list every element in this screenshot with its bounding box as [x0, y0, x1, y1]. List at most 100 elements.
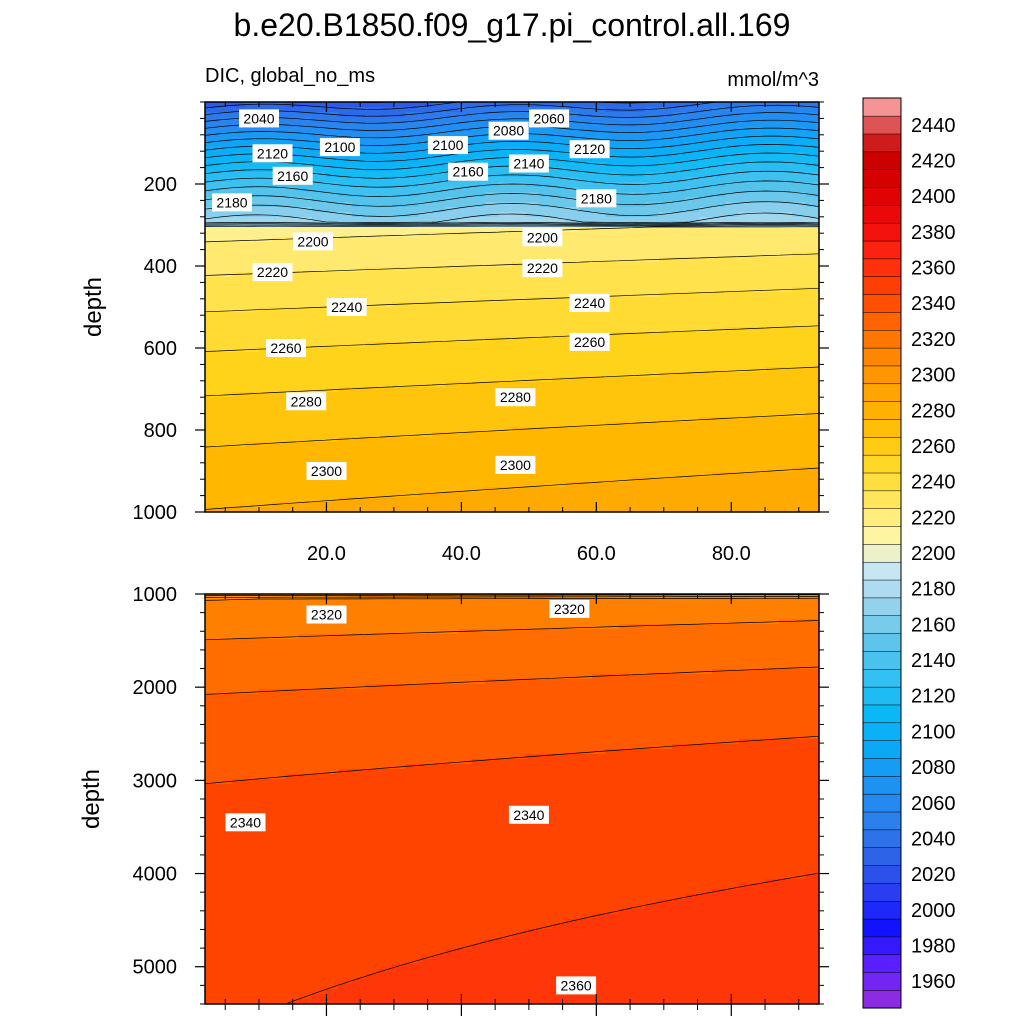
fill-cell [765, 267, 780, 273]
fill-cell [418, 674, 433, 680]
fill-cell [792, 152, 807, 158]
fill-cell [431, 639, 446, 645]
fill-cell [405, 207, 420, 213]
fill-cell [525, 699, 540, 705]
fill-cell [431, 127, 446, 133]
fill-cell [231, 507, 246, 512]
fill-cell [365, 247, 380, 253]
fill-cell [351, 427, 366, 433]
fill-cell [805, 372, 819, 378]
fill-cell [378, 507, 393, 512]
fill-cell [552, 172, 566, 178]
fill-cell [231, 372, 246, 378]
fill-cell [378, 482, 393, 488]
fill-cell [338, 257, 353, 263]
fill-cell [298, 377, 313, 383]
fill-cell [258, 649, 273, 655]
fill-cell [658, 297, 673, 303]
fill-cell [405, 674, 420, 680]
fill-cell [391, 417, 406, 423]
fill-cell [458, 352, 473, 358]
fill-cell [405, 262, 420, 268]
fill-cell [565, 432, 580, 438]
fill-cell [698, 342, 713, 348]
fill-cell [792, 422, 807, 428]
fill-cell [805, 599, 819, 605]
fill-cell [378, 347, 393, 353]
fill-cell [485, 492, 500, 498]
fill-cell [512, 182, 526, 188]
fill-cell [418, 402, 433, 408]
fill-cell [618, 644, 633, 650]
fill-cell [245, 447, 259, 453]
fill-cell [565, 427, 580, 433]
fill-cell [552, 507, 566, 512]
fill-cell [605, 472, 620, 478]
fill-cell [365, 327, 380, 333]
fill-cell [365, 437, 380, 443]
fill-cell [405, 277, 420, 283]
fill-cell [231, 227, 246, 233]
fill-cell [258, 372, 273, 378]
fill-cell [792, 447, 807, 453]
fill-cell [565, 352, 580, 358]
fill-cell [578, 634, 593, 640]
contour-line [205, 413, 819, 448]
fill-cell [698, 112, 713, 118]
fill-cell [205, 152, 219, 158]
fill-cell [378, 629, 393, 635]
fill-cell [271, 227, 286, 233]
fill-cell [325, 382, 340, 388]
fill-cell [405, 664, 420, 670]
fill-cell [592, 402, 607, 408]
fill-cell [285, 442, 300, 448]
fill-cell [485, 427, 500, 433]
fill-cell [311, 487, 326, 493]
fill-cell [245, 467, 259, 473]
fill-cell [752, 107, 767, 113]
fill-cell [258, 257, 273, 263]
fill-cell [231, 272, 246, 278]
fill-cell [271, 477, 286, 483]
fill-cell [378, 704, 393, 710]
fill-cell [325, 127, 340, 133]
fill-cell [645, 487, 660, 493]
fill-cell [632, 654, 647, 660]
fill-cell [245, 659, 259, 665]
fill-cell [618, 352, 633, 358]
fill-cell [365, 132, 380, 138]
fill-cell [512, 487, 526, 493]
fill-cell [738, 347, 753, 353]
fill-cell [712, 232, 727, 238]
fill-cell [205, 312, 219, 318]
fill-cell [391, 182, 406, 188]
fill-cell [471, 112, 486, 118]
fill-cell [658, 714, 673, 720]
fill-cell [405, 629, 420, 635]
fill-cell [271, 614, 286, 620]
contour-line [205, 221, 819, 224]
fill-cell [471, 417, 486, 423]
fill-cell [365, 142, 380, 148]
fill-cell [618, 492, 633, 498]
fill-cell [391, 352, 406, 358]
fill-cell [592, 709, 607, 715]
fill-cell [471, 427, 486, 433]
fill-cell [218, 457, 233, 463]
fill-cell [738, 482, 753, 488]
fill-cell [538, 704, 553, 710]
fill-cell [725, 497, 740, 503]
fill-cell [685, 182, 700, 188]
fill-cell [485, 267, 500, 273]
fill-cell [565, 447, 580, 453]
fill-cell [378, 634, 393, 640]
fill-cell [418, 679, 433, 685]
fill-cell [672, 624, 687, 630]
fill-cell [552, 322, 566, 328]
fill-cell [498, 137, 513, 143]
fill-cell [271, 357, 286, 363]
fill-cell [405, 257, 420, 263]
fill-cell [738, 689, 753, 695]
fill-cell [578, 107, 593, 113]
fill-cell [338, 222, 353, 228]
